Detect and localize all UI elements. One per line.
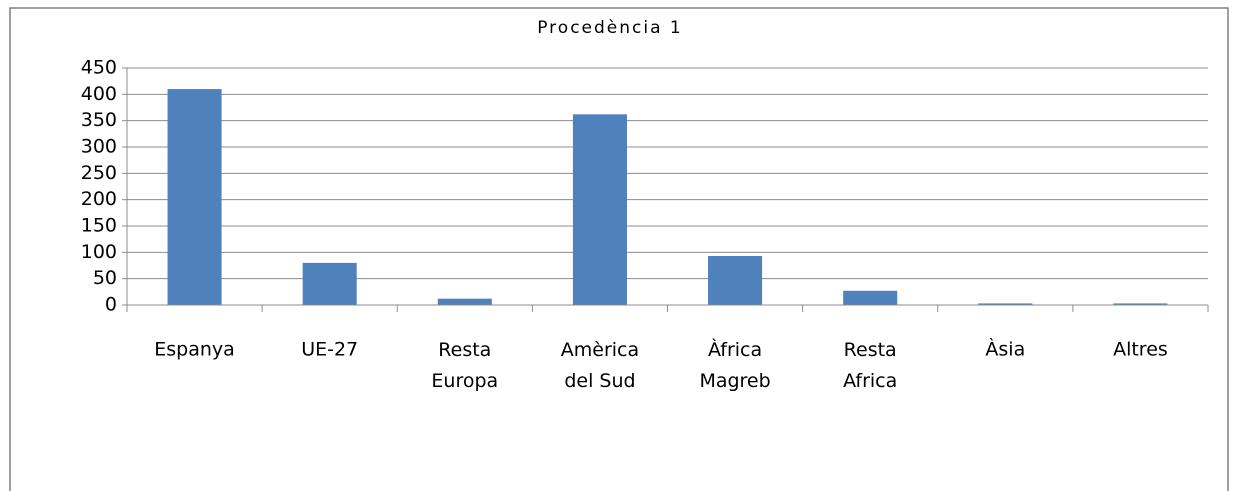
x-tick-label: UE-27 [301,339,358,361]
chart-title: Procedència 1 [537,18,683,38]
y-tick-label: 200 [81,188,117,210]
x-tick-label: Resta Africa [843,339,897,392]
x-tick-label: Espanya [154,339,235,361]
y-tick-label: 350 [81,109,117,131]
x-tick-label-line: Amèrica [561,339,639,361]
x-tick-label: Amèrica del Sud [561,339,639,392]
bar [572,114,627,305]
bar [302,262,357,305]
x-tick-label-line: Resta [438,339,491,361]
x-tick-label: Àfrica Magreb [699,338,770,392]
bar [978,303,1033,305]
x-tick-label: Àsia [985,338,1025,361]
x-tick-label: Altres [1113,339,1168,361]
y-tick-label: 450 [81,57,117,79]
y-tick-label: 400 [81,83,117,105]
bar [843,290,898,305]
x-tick-label-line: Europa [431,370,498,392]
x-tick-label-line: Magreb [699,370,770,392]
y-tick-label: 50 [93,267,117,289]
x-tick-label-line: del Sud [564,370,635,392]
x-tick-label-line: Àfrica [708,338,762,361]
bar [708,256,763,305]
x-tick-label-line: Resta [844,339,897,361]
bar [167,89,222,305]
y-tick-label: 100 [81,241,117,263]
x-tick-label: Resta Europa [431,339,498,392]
bar [1113,303,1168,305]
bar [437,298,492,305]
y-tick-label: 150 [81,215,117,237]
x-tick-label-line: Africa [843,370,897,392]
y-tick-label: 250 [81,162,117,184]
y-tick-label: 0 [105,294,117,316]
y-tick-label: 300 [81,136,117,158]
